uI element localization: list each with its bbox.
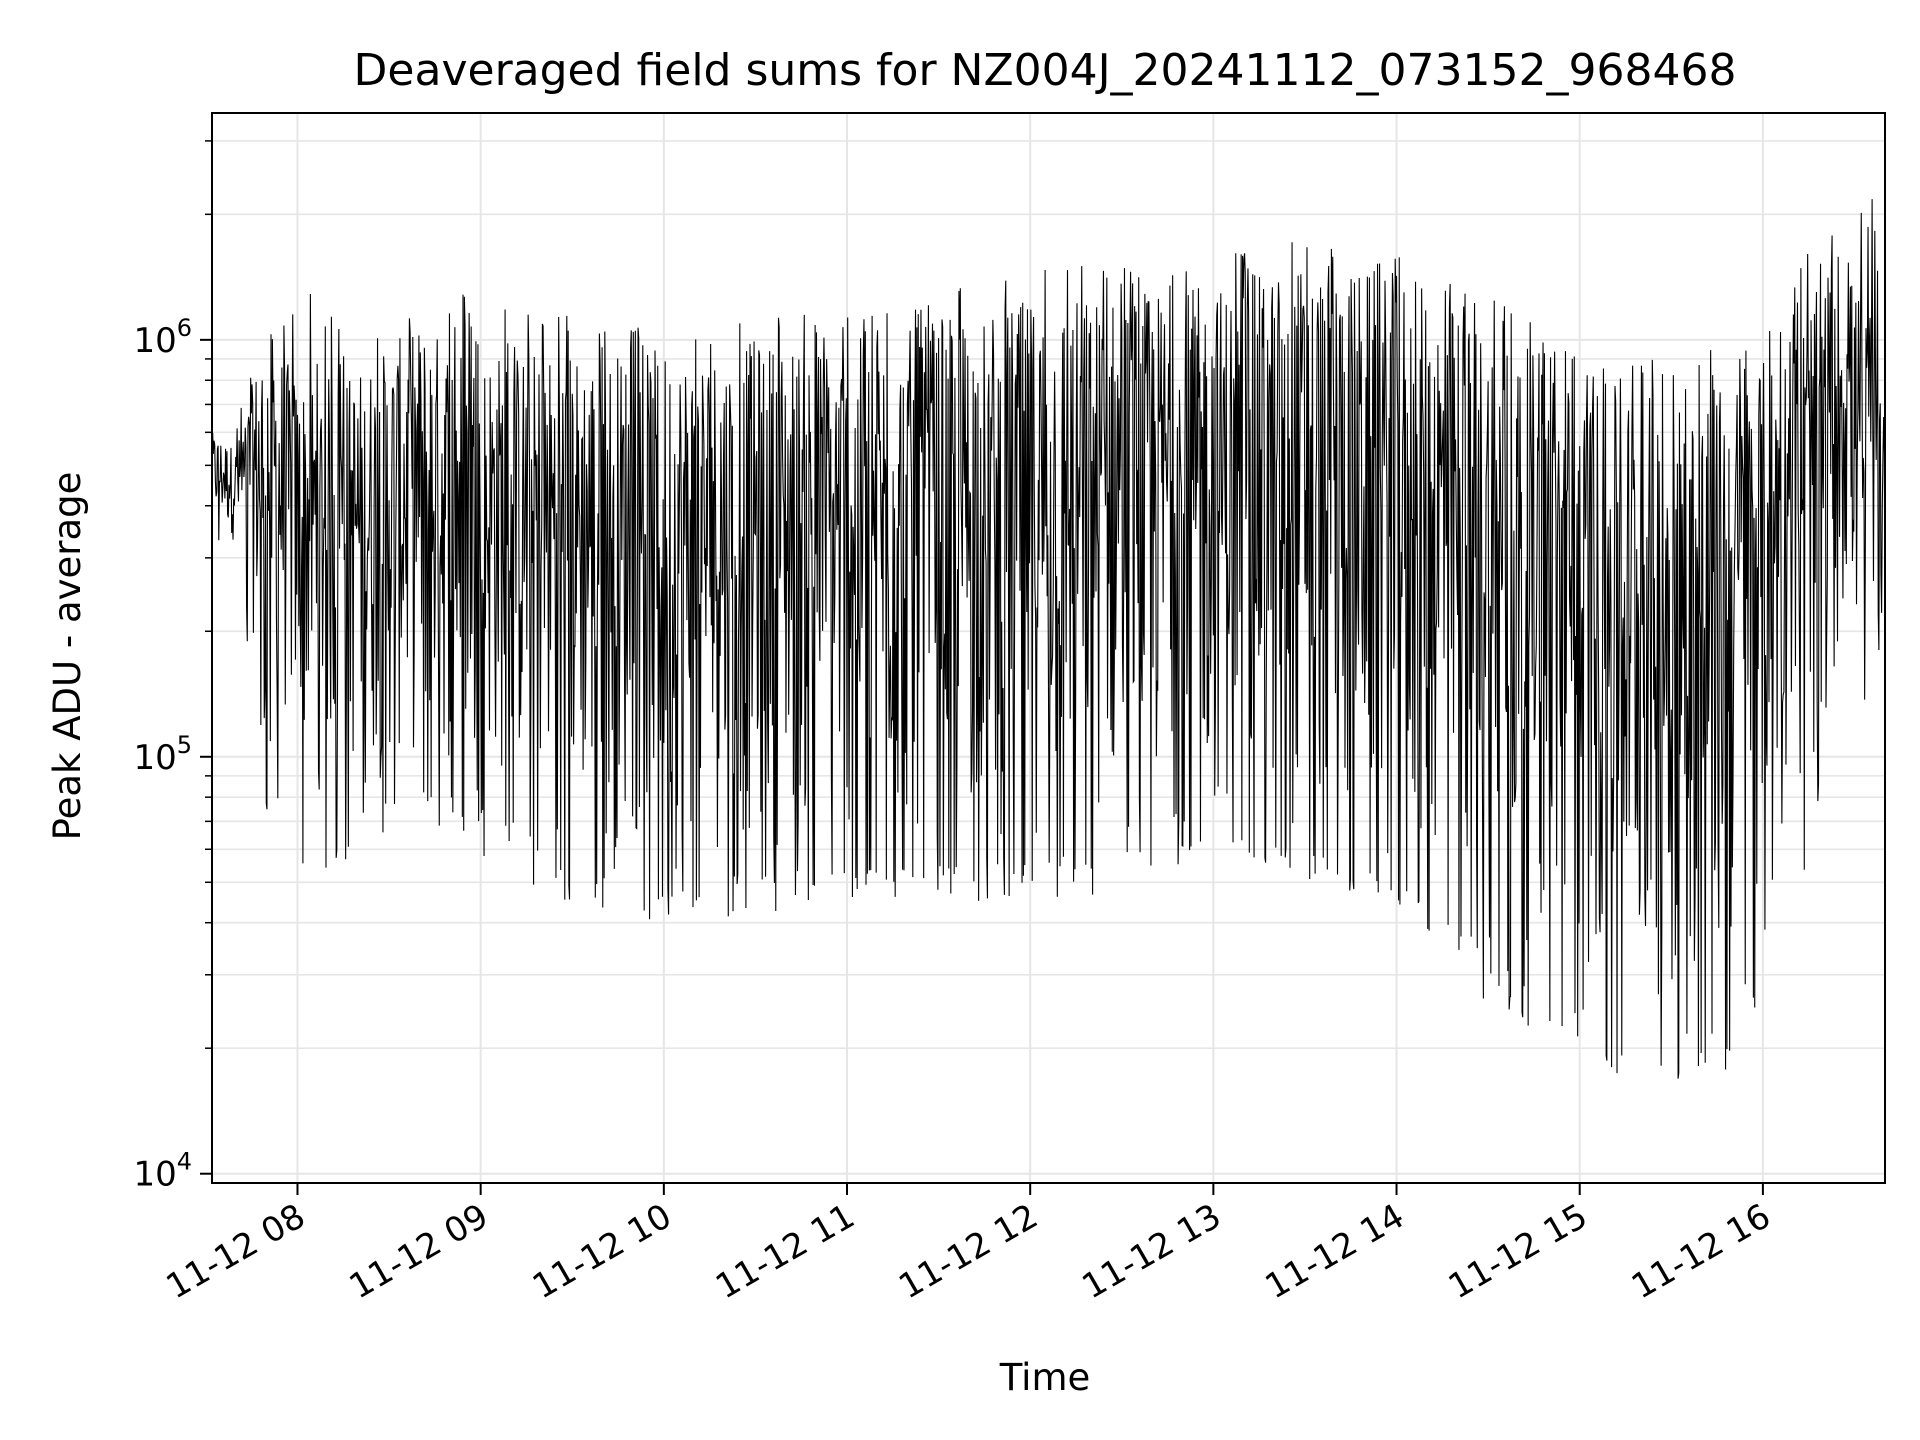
x-tick-label: 11-12 12 bbox=[892, 1196, 1044, 1307]
chart-title: Deaveraged field sums for NZ004J_2024111… bbox=[354, 45, 1737, 96]
y-axis-ticks: 104 105 106 bbox=[133, 140, 212, 1195]
x-tick-label: 11-12 15 bbox=[1442, 1196, 1594, 1307]
x-tick-label: 11-12 16 bbox=[1625, 1196, 1777, 1307]
x-tick-label: 11-12 13 bbox=[1075, 1196, 1227, 1307]
data-series bbox=[211, 199, 1886, 1079]
x-tick-label: 11-12 14 bbox=[1259, 1196, 1411, 1307]
y-tick-label: 104 bbox=[133, 1148, 192, 1195]
plot-frame bbox=[211, 112, 1886, 1184]
x-tick-label: 11-12 11 bbox=[709, 1196, 861, 1307]
y-axis-label: Peak ADU - average bbox=[46, 472, 89, 841]
y-tick-label: 105 bbox=[133, 731, 192, 778]
x-tick-label: 11-12 10 bbox=[526, 1196, 678, 1307]
x-tick-label: 11-12 08 bbox=[160, 1196, 312, 1307]
series-line bbox=[211, 199, 1886, 1079]
x-axis-label: Time bbox=[999, 1356, 1091, 1399]
y-tick-label: 106 bbox=[133, 314, 192, 361]
x-tick-label: 11-12 09 bbox=[343, 1196, 495, 1307]
x-axis-ticks: 11-12 08 11-12 09 11-12 10 11-12 11 11-12 12… bbox=[160, 1183, 1777, 1307]
